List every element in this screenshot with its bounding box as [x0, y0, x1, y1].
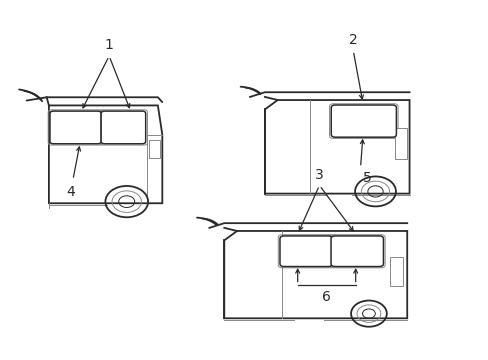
Text: 2: 2	[348, 33, 357, 47]
FancyBboxPatch shape	[280, 236, 332, 266]
Polygon shape	[49, 105, 162, 203]
FancyBboxPatch shape	[330, 105, 396, 137]
Polygon shape	[264, 100, 409, 194]
Polygon shape	[224, 231, 407, 318]
Text: 3: 3	[314, 168, 323, 182]
FancyBboxPatch shape	[101, 111, 145, 144]
FancyBboxPatch shape	[50, 111, 101, 144]
FancyBboxPatch shape	[330, 236, 383, 266]
Text: 4: 4	[66, 185, 75, 199]
FancyBboxPatch shape	[389, 257, 402, 285]
Text: 6: 6	[322, 290, 330, 304]
Text: 5: 5	[362, 171, 371, 185]
Text: 1: 1	[104, 39, 113, 53]
FancyBboxPatch shape	[149, 140, 160, 158]
FancyBboxPatch shape	[394, 128, 406, 159]
